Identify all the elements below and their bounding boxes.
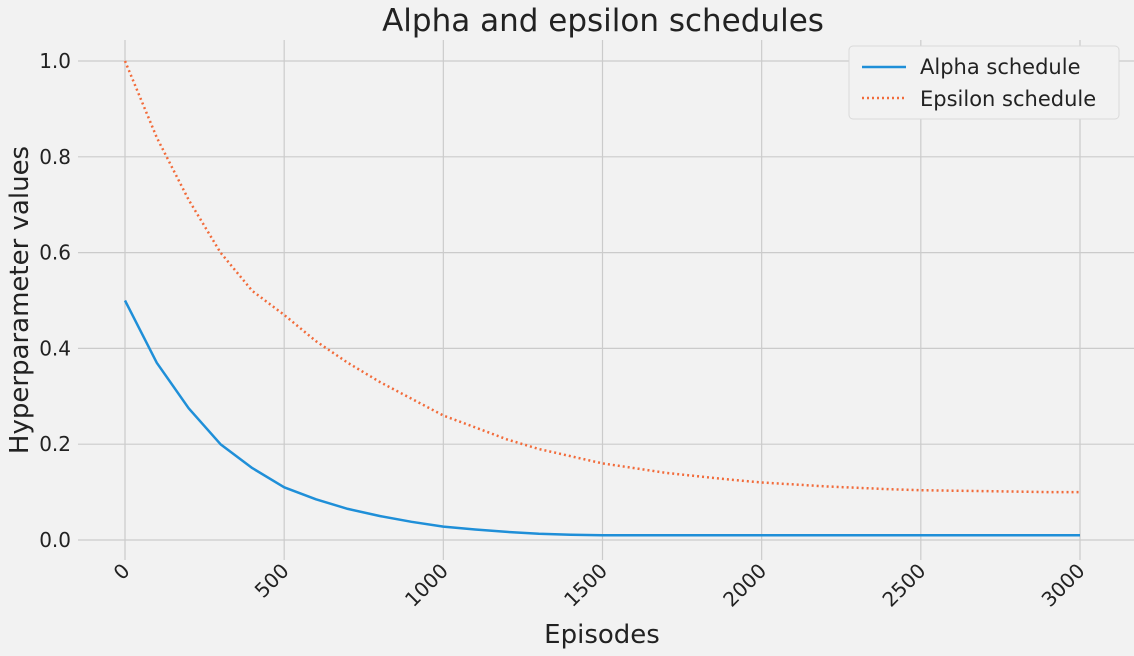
legend: Alpha schedule Epsilon schedule (848, 45, 1120, 120)
legend-label-epsilon: Epsilon schedule (920, 87, 1096, 111)
y-axis-label: Hyperparameter values (5, 146, 35, 454)
legend-box (848, 45, 1120, 120)
series-layer (123, 60, 1080, 537)
y-tick-label: 0.6 (39, 241, 71, 265)
alpha-schedule-line (123, 299, 1080, 537)
y-tick-label: 0.2 (39, 432, 71, 456)
legend-label-alpha: Alpha schedule (920, 55, 1081, 79)
y-tick-label: 0.4 (39, 336, 71, 360)
x-axis-label: Episodes (544, 620, 660, 650)
y-tick-label: 1.0 (39, 49, 71, 73)
chart-title: Alpha and epsilon schedules (382, 3, 824, 39)
y-tick-label: 0.8 (39, 145, 71, 169)
grid-layer (78, 40, 1134, 560)
y-tick-label: 0.0 (39, 528, 71, 552)
